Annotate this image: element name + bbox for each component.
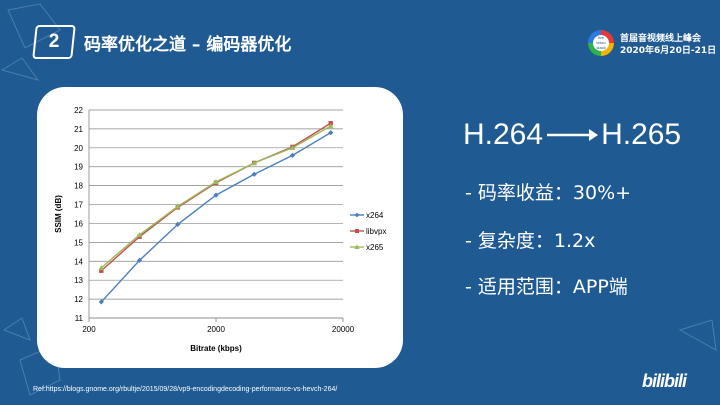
point-x264 — [289, 152, 296, 158]
point-x265 — [98, 265, 105, 271]
y-tick-label: 11 — [75, 314, 84, 323]
y-tick-label: 20 — [74, 144, 83, 153]
chart-panel — [37, 87, 403, 368]
ssim-bitrate-chart: 11 12 13 14 15 16 17 18 19 20 21 22 200 2000 20000 Bitr… — [54, 106, 386, 353]
point-x265 — [327, 123, 334, 129]
y-tick-label: 13 — [74, 276, 83, 285]
point-x265 — [136, 232, 143, 237]
bullet-bitrate-gain: - 码率收益：30%+ — [465, 182, 632, 204]
y-tick-label: 19 — [74, 163, 83, 172]
x-tick-label: 200 — [82, 325, 96, 334]
y-tick-label: 21 — [74, 125, 83, 134]
section-number: 2 — [48, 31, 60, 52]
event-logo-icon: live video stack con — [588, 30, 614, 56]
y-axis-label: SSIM (dB) — [54, 195, 63, 233]
y-tick-label: 22 — [74, 106, 83, 115]
arrow-right-icon — [547, 129, 599, 141]
point-x265 — [289, 145, 296, 151]
event-date: 2020年6月20日-21日 — [620, 46, 717, 56]
legend-marker-libvpx — [355, 229, 359, 233]
legend-label-libvpx: libvpx — [366, 227, 386, 236]
legend-label-x265: x265 — [366, 243, 384, 252]
point-x264 — [328, 130, 334, 136]
x-axis-label: Bitrate (kbps) — [190, 344, 242, 353]
event-logo-text: live video stack con — [593, 35, 609, 51]
point-x265 — [251, 160, 258, 166]
legend-marker-x264 — [354, 212, 360, 218]
bilibili-logo: bilibili — [642, 371, 687, 391]
heading-from-codec: H.264 — [463, 118, 544, 151]
y-tick-label: 17 — [74, 201, 83, 210]
x-tick-label: 2000 — [207, 325, 225, 334]
y-tick-label: 15 — [74, 238, 83, 247]
legend-marker-x265 — [354, 244, 360, 249]
slide-title: 码率优化之道 – 编码器优化 — [84, 35, 292, 55]
y-tick-label: 16 — [74, 219, 83, 228]
event-title: 首届音视频线上峰会 — [620, 34, 702, 44]
point-x264 — [136, 257, 143, 263]
point-x264 — [213, 192, 219, 198]
y-tick-label: 18 — [74, 182, 83, 191]
bullet-scope: - 适用范围：APP端 — [465, 276, 628, 298]
bullet-complexity: - 复杂度：1.2x — [465, 230, 596, 252]
x-tick-label: 20000 — [332, 325, 355, 334]
point-libvpx — [328, 121, 333, 126]
heading-to-codec: H.265 — [601, 118, 682, 151]
y-tick-label: 14 — [74, 257, 83, 266]
point-x265 — [174, 203, 181, 209]
point-x264 — [175, 221, 181, 227]
y-tick-label: 12 — [74, 295, 83, 304]
point-x264 — [251, 171, 257, 177]
legend-label-x264: x264 — [366, 211, 384, 220]
reference-link[interactable]: Ref:https://blogs.gnome.org/rbultje/2015… — [33, 386, 338, 393]
series-line-x264 — [100, 132, 332, 303]
point-x265 — [213, 179, 219, 185]
point-libvpx — [99, 268, 104, 273]
codec-heading: H.264 H.265 — [463, 118, 681, 152]
